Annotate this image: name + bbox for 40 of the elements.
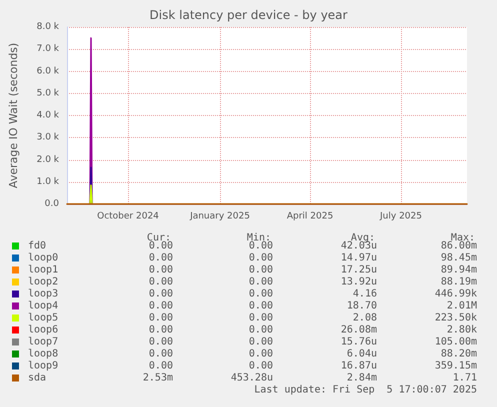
y-tick-label: 4.0 k bbox=[36, 110, 60, 120]
legend-label: loop4 bbox=[28, 300, 58, 312]
legend-label: loop0 bbox=[28, 252, 58, 264]
text: 0.00 0.00 16.87u 359.15m bbox=[148, 360, 477, 372]
text: 0.00 0.00 4.16 446.99k bbox=[148, 288, 477, 300]
legend-label: loop9 bbox=[28, 360, 58, 372]
y-tick-label: 2.0 k bbox=[36, 154, 60, 165]
text: 0.00 0.00 18.70 2.01M bbox=[148, 300, 477, 312]
y-tick-label: 5.0 k bbox=[36, 88, 60, 98]
y-tick-label: 7.0 k bbox=[36, 44, 60, 54]
text: 0.00 0.00 2.08 223.50k bbox=[148, 312, 477, 324]
y-tick-label: 6.0 k bbox=[36, 66, 60, 76]
x-tick-label: January 2025 bbox=[189, 212, 250, 222]
text: Last update: Fri Sep 5 17:00:07 2025 bbox=[254, 384, 477, 396]
y-axis-title: Average IO Wait (seconds) bbox=[7, 42, 20, 188]
x-tick-label: April 2025 bbox=[286, 212, 334, 222]
y-tick-label: 0.0 bbox=[44, 199, 60, 209]
y-tick-label: 1.0 k bbox=[36, 176, 60, 187]
text: 0.00 0.00 42.03u 86.00m bbox=[148, 240, 477, 252]
y-tick-label: 3.0 k bbox=[36, 132, 60, 143]
y-tick-label: 8.0 k bbox=[36, 22, 60, 32]
legend-label: loop8 bbox=[28, 348, 58, 360]
legend-label: loop2 bbox=[28, 276, 58, 288]
text: 0.00 0.00 15.76u 105.00m bbox=[148, 336, 477, 348]
x-tick-label: July 2025 bbox=[379, 212, 422, 222]
legend-label: loop7 bbox=[28, 336, 58, 348]
chart-title: Disk latency per device - by year bbox=[150, 8, 348, 22]
legend-label: loop3 bbox=[28, 288, 58, 300]
text: 0.00 0.00 13.92u 88.19m bbox=[148, 276, 477, 288]
text: 0.00 0.00 26.08m 2.80k bbox=[148, 324, 477, 336]
legend-label: fd0 bbox=[28, 240, 46, 252]
legend-label: sda bbox=[28, 372, 46, 384]
text: 2.53m 453.28u 2.84m 1.71 bbox=[142, 372, 477, 384]
text: 0.00 0.00 6.04u 88.20m bbox=[148, 348, 477, 360]
text: 0.00 0.00 17.25u 89.94m bbox=[148, 264, 477, 276]
text: 0.00 0.00 14.97u 98.45m bbox=[148, 252, 477, 264]
legend-label: loop5 bbox=[28, 312, 58, 324]
x-tick-label: October 2024 bbox=[97, 212, 160, 222]
legend-label: loop6 bbox=[28, 324, 58, 336]
legend-label: loop1 bbox=[28, 264, 58, 276]
